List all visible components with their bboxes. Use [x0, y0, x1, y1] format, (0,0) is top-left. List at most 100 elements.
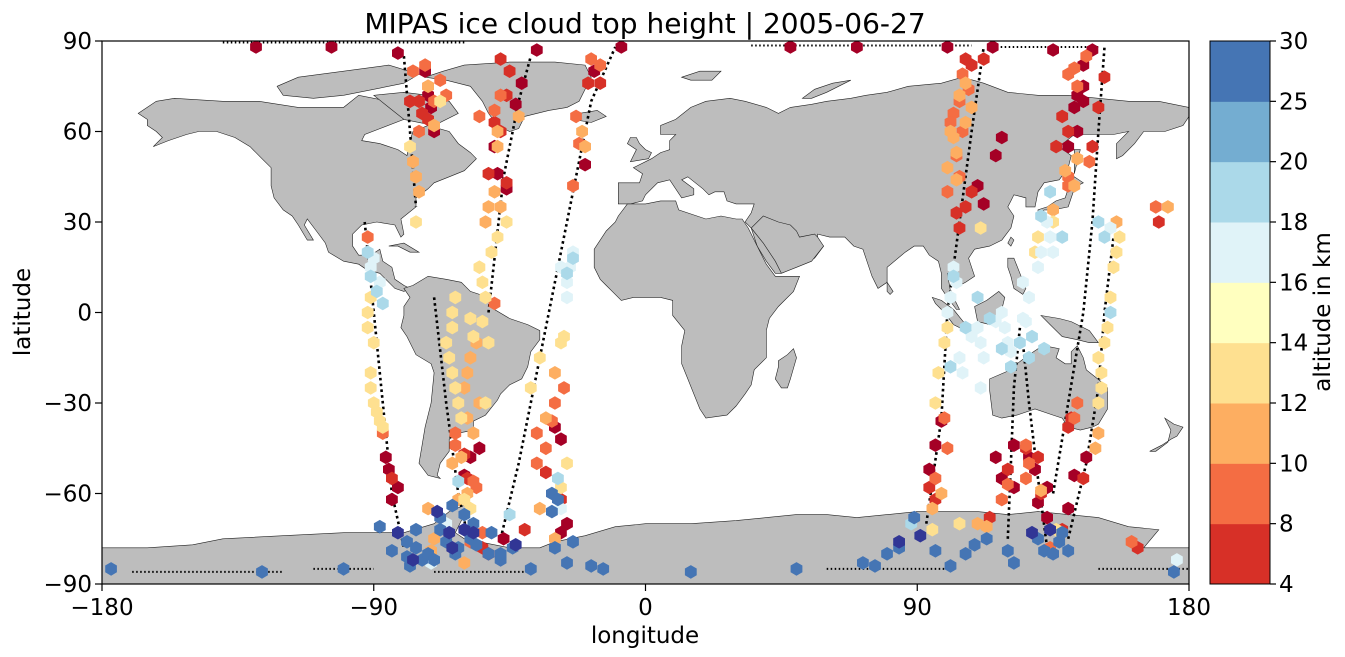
cloud-point: [932, 366, 945, 380]
cloud-point: [373, 519, 386, 534]
x-axis-label: longitude: [591, 623, 699, 649]
land-sri-lanka: [886, 281, 894, 295]
cloud-point: [1047, 203, 1059, 217]
cloud-point: [1044, 185, 1056, 199]
orbit-track-8: [1021, 342, 1049, 548]
cloud-point: [413, 94, 425, 109]
cloud-point: [1044, 230, 1056, 244]
cloud-point: [567, 179, 579, 193]
cloud-point: [452, 474, 465, 489]
cloud-point: [464, 311, 477, 326]
cloud-point: [1071, 79, 1084, 93]
cloud-point: [552, 471, 564, 486]
x-tick-label: 180: [1167, 595, 1211, 621]
cloud-point: [938, 335, 951, 350]
cloud-point: [1059, 163, 1072, 178]
cloud-point: [1125, 535, 1138, 549]
cloud-point: [923, 480, 936, 495]
land-svalbard: [680, 70, 722, 81]
cloud-point: [971, 516, 984, 531]
cloud-point: [1068, 61, 1081, 75]
cloud-point: [364, 366, 377, 380]
cloud-point: [413, 185, 425, 199]
cloud-point: [983, 311, 996, 326]
data-points: [105, 41, 1183, 579]
cloud-point: [494, 547, 507, 561]
cloud-point: [567, 535, 579, 549]
cloud-point: [1041, 510, 1053, 525]
colorbar-segment: [1210, 222, 1270, 283]
cloud-point: [458, 381, 471, 395]
cloud-point: [443, 350, 456, 365]
cloud-point: [790, 562, 803, 576]
cloud-point: [561, 556, 573, 570]
cloud-point: [1056, 230, 1069, 244]
cloud-point: [995, 492, 1008, 507]
cloud-point: [965, 100, 978, 115]
cloud-point: [524, 381, 537, 395]
cloud-point: [413, 124, 425, 139]
cloud-point: [491, 166, 504, 181]
cloud-point: [422, 79, 434, 93]
cloud-point: [458, 522, 471, 537]
cloud-point: [1008, 556, 1020, 570]
cloud-point: [434, 73, 447, 87]
cloud-point: [467, 329, 480, 344]
orbit-track-7: [1006, 327, 1022, 539]
cloud-point: [1113, 230, 1126, 244]
cloud-point: [971, 320, 984, 335]
cloud-point: [929, 396, 942, 410]
cloud-point: [482, 166, 495, 181]
cloud-point: [941, 320, 954, 335]
cloud-point: [500, 176, 513, 190]
cloud-point: [364, 269, 377, 284]
colorbar-segment: [1210, 282, 1270, 344]
cloud-point: [579, 157, 591, 172]
cloud-point: [959, 115, 972, 130]
colorbar-tick-label: 8: [1279, 512, 1294, 538]
cloud-point: [552, 492, 564, 507]
cloud-point: [379, 450, 392, 465]
cloud-point: [1056, 525, 1069, 540]
cloud-point: [410, 522, 422, 537]
cloud-point: [473, 441, 486, 456]
cloud-point: [549, 366, 561, 380]
land-antarctica: [102, 502, 1189, 584]
colorbar-tick-label: 30: [1279, 29, 1308, 55]
cloud-point: [467, 516, 480, 531]
cloud-point: [494, 52, 507, 66]
land-north-america: [137, 94, 477, 292]
cloud-point: [540, 465, 552, 480]
cloud-point: [361, 305, 374, 320]
cloud-point: [1104, 290, 1117, 305]
cloud-point: [446, 456, 459, 471]
cloud-point: [1020, 471, 1032, 486]
cloud-point: [488, 103, 501, 118]
cloud-point: [540, 411, 552, 425]
cloud-point: [524, 562, 537, 576]
cloud-point: [1104, 221, 1117, 235]
plot-area: [101, 40, 1190, 585]
cloud-point: [576, 124, 588, 139]
cloud-point: [503, 64, 516, 78]
cloud-point: [935, 486, 948, 501]
cloud-point: [428, 532, 440, 546]
cloud-point: [941, 441, 954, 456]
cloud-point: [947, 269, 960, 284]
cloud-point: [367, 335, 380, 350]
cloud-point: [512, 109, 525, 124]
cloud-point: [1008, 438, 1020, 452]
cloud-point: [995, 130, 1008, 145]
cloud-point: [965, 329, 978, 344]
cloud-point: [1152, 215, 1165, 229]
cloud-point: [1071, 124, 1084, 139]
cloud-point: [530, 43, 543, 57]
cloud-point: [977, 197, 990, 211]
cloud-point: [446, 498, 459, 513]
colorbar-frame: [1209, 40, 1271, 585]
cloud-point: [530, 456, 543, 471]
cloud-point: [950, 173, 963, 187]
cloud-point: [497, 532, 510, 546]
cloud-point: [482, 200, 495, 214]
cloud-point: [953, 350, 966, 365]
